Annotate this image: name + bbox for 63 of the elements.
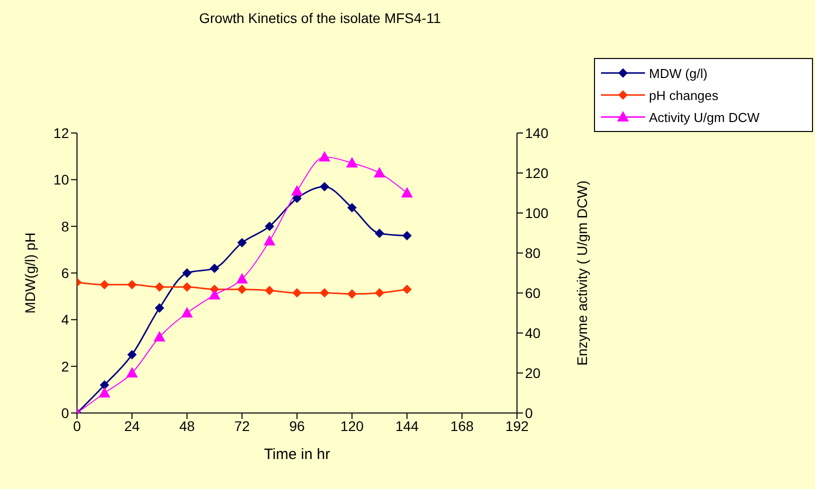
chart-title: Growth Kinetics of the isolate MFS4-11 (198, 10, 442, 26)
y-tick-label: 12 (53, 124, 70, 141)
point (320, 182, 329, 192)
point (128, 280, 136, 290)
x-tick-label: 144 (395, 418, 419, 434)
point (374, 168, 385, 178)
x-tick-label: 72 (234, 418, 250, 434)
point (99, 388, 110, 398)
point (182, 308, 192, 318)
point (210, 264, 219, 273)
y-tick-label: 4 (61, 312, 70, 328)
point (264, 236, 275, 246)
point (155, 282, 164, 292)
point (238, 238, 246, 248)
point (346, 158, 358, 168)
x-tick-label: 24 (124, 418, 140, 434)
y2-axis-title: Enzyme activity ( U/gm DCW) (574, 180, 590, 366)
point (375, 228, 384, 238)
x-axis-title: Time in hr (264, 446, 330, 463)
legend-label: Activity U/gm DCW (649, 110, 760, 124)
point (348, 290, 356, 298)
legend-label: MDW (g/l) (649, 66, 708, 80)
y-axis-title: MDW(g/l) pH (22, 232, 38, 314)
x-tick-label: 168 (450, 418, 474, 434)
point (209, 290, 220, 300)
y2-tick-label: 140 (525, 124, 549, 141)
point (155, 304, 164, 312)
point (292, 186, 302, 196)
point (265, 222, 274, 231)
point (100, 380, 109, 390)
y2-tick-label: 20 (525, 364, 541, 381)
y-tick-label: 0 (61, 404, 70, 421)
y-tick-label: 8 (61, 218, 70, 234)
y-tick-label: 2 (61, 358, 70, 374)
y-tick-label: 10 (53, 172, 70, 188)
point (182, 282, 192, 292)
y2-tick-label: 80 (525, 244, 541, 261)
point (100, 280, 109, 290)
legend-label: pH changes (649, 88, 718, 102)
point (402, 284, 412, 294)
point (236, 274, 248, 284)
point (319, 152, 330, 162)
point (126, 368, 138, 378)
x-tick-label: 0 (73, 418, 82, 434)
point (348, 203, 356, 212)
point (154, 332, 165, 342)
point (128, 350, 136, 360)
y2-tick-label: 60 (525, 284, 541, 301)
point (402, 188, 412, 198)
point (375, 288, 384, 298)
x-tick-label: 48 (179, 418, 195, 434)
point (402, 231, 412, 240)
y2-tick-label: 100 (525, 204, 549, 221)
point (182, 268, 192, 278)
y2-tick-label: 120 (525, 164, 549, 181)
point (320, 288, 329, 298)
y2-tick-label: 40 (525, 324, 541, 341)
point (238, 284, 246, 294)
x-tick-label: 120 (340, 418, 364, 434)
point (292, 288, 302, 298)
y-tick-label: 6 (61, 264, 70, 281)
point (265, 286, 274, 295)
x-tick-label: 96 (289, 418, 305, 434)
